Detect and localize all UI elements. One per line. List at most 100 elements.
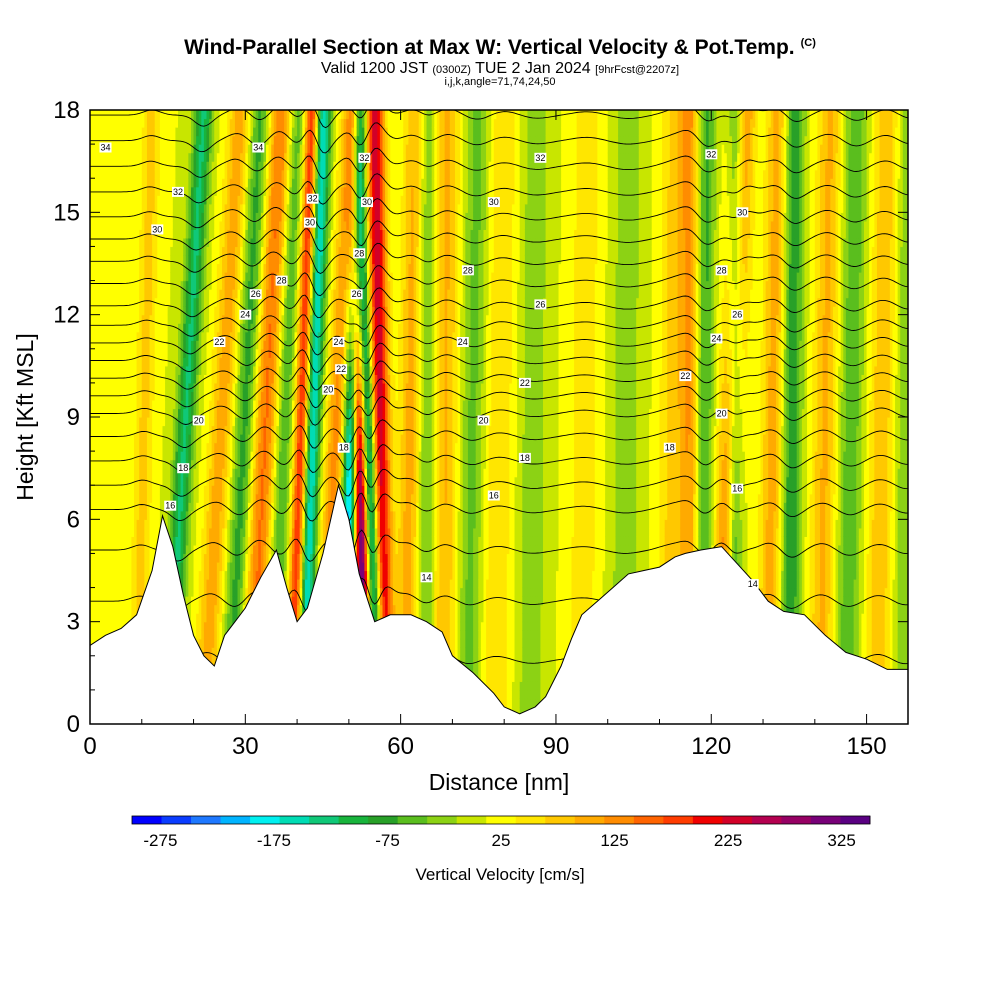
w-cell: [167, 468, 171, 478]
w-cell: [113, 314, 117, 324]
w-cell: [188, 417, 192, 427]
w-cell: [229, 493, 233, 503]
w-cell: [203, 340, 208, 350]
w-cell: [123, 340, 127, 350]
w-cell: [214, 220, 218, 230]
w-cell: [180, 425, 184, 435]
w-cell: [190, 442, 195, 452]
w-cell: [172, 195, 177, 205]
w-cell: [126, 254, 130, 265]
w-cell: [95, 169, 99, 179]
w-cell: [118, 152, 122, 162]
w-cell: [105, 485, 109, 495]
w-cell: [178, 561, 182, 572]
w-cell: [222, 604, 226, 614]
w-cell: [201, 570, 205, 580]
w-cell: [193, 237, 197, 248]
w-cell: [157, 289, 161, 299]
w-cell: [146, 357, 151, 367]
w-cell: [193, 604, 197, 614]
w-cell: [105, 161, 109, 171]
w-cell: [222, 399, 226, 410]
w-cell: [170, 306, 174, 316]
w-cell: [185, 587, 189, 597]
w-cell: [196, 527, 200, 537]
w-cell: [162, 399, 166, 410]
w-cell: [92, 254, 96, 265]
w-cell: [154, 254, 158, 265]
w-cell: [121, 118, 125, 128]
w-cell: [90, 451, 94, 461]
w-cell: [190, 169, 195, 179]
w-cell: [214, 417, 218, 427]
w-cell: [190, 289, 195, 299]
w-cell: [170, 348, 174, 358]
w-cell: [216, 110, 221, 120]
w-cell: [92, 314, 96, 324]
w-cell: [134, 553, 138, 563]
w-cell: [121, 527, 125, 537]
w-cell: [165, 323, 169, 333]
w-cell: [178, 365, 182, 375]
w-cell: [180, 579, 184, 589]
w-cell: [157, 476, 161, 486]
w-cell: [108, 178, 112, 188]
w-cell: [141, 135, 145, 145]
w-cell: [216, 229, 221, 239]
w-cell: [134, 579, 138, 589]
w-cell: [121, 314, 125, 324]
w-cell: [139, 289, 143, 299]
w-cell: [157, 161, 161, 171]
w-cell: [139, 152, 143, 162]
w-cell: [144, 348, 148, 358]
w-cell: [110, 519, 114, 529]
w-cell: [92, 468, 96, 478]
w-cell: [201, 374, 205, 384]
w-cell: [108, 434, 112, 444]
w-cell: [211, 340, 215, 350]
w-cell: [95, 510, 99, 520]
w-cell: [162, 459, 166, 469]
w-cell: [185, 203, 189, 213]
w-cell: [131, 127, 135, 137]
w-cell: [102, 502, 107, 512]
w-cell: [172, 544, 177, 555]
w-cell: [222, 587, 226, 597]
w-cell: [190, 553, 195, 563]
w-cell: [131, 570, 135, 580]
w-cell: [227, 451, 231, 461]
w-cell: [224, 254, 228, 265]
w-cell: [100, 348, 104, 358]
w-cell: [136, 425, 140, 435]
w-cell: [157, 323, 161, 333]
w-cell: [224, 579, 228, 589]
w-cell: [139, 493, 143, 503]
w-cell: [196, 186, 200, 196]
w-cell: [214, 519, 218, 529]
w-cell: [95, 314, 99, 324]
w-cell: [203, 621, 208, 631]
w-cell: [180, 527, 184, 537]
w-cell: [216, 152, 221, 162]
w-cell: [196, 229, 200, 239]
w-cell: [121, 536, 125, 546]
w-cell: [102, 544, 107, 555]
w-cell: [90, 229, 94, 239]
w-cell: [170, 476, 174, 486]
w-cell: [209, 161, 213, 171]
w-cell: [105, 587, 109, 597]
w-cell: [92, 502, 96, 512]
w-cell: [201, 587, 205, 597]
w-cell: [92, 357, 96, 367]
w-cell: [128, 502, 133, 512]
w-cell: [193, 263, 197, 273]
w-cell: [216, 519, 221, 529]
w-cell: [185, 246, 189, 256]
w-cell: [126, 476, 130, 486]
w-cell: [190, 314, 195, 324]
w-cell: [188, 553, 192, 563]
w-cell: [193, 161, 197, 171]
w-cell: [131, 152, 135, 162]
w-cell: [102, 152, 107, 162]
w-cell: [126, 596, 130, 606]
